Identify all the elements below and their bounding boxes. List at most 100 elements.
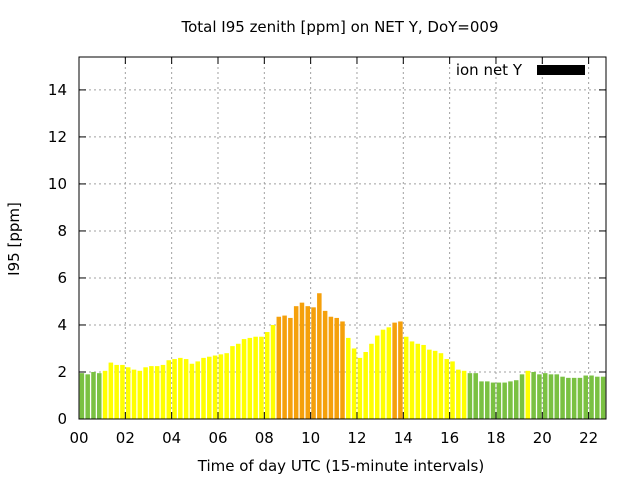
- bar: [560, 376, 565, 419]
- bar: [415, 343, 421, 419]
- bar: [351, 348, 357, 419]
- bar: [154, 366, 160, 419]
- bar: [485, 381, 490, 419]
- bar: [583, 375, 588, 419]
- bar: [195, 361, 200, 419]
- bar: [293, 306, 299, 419]
- bar: [264, 332, 270, 419]
- bar: [241, 339, 247, 419]
- bar: [502, 382, 507, 419]
- bar: [473, 373, 478, 419]
- x-tick-label: 20: [533, 429, 552, 447]
- bar: [571, 377, 577, 419]
- y-tick-label: 2: [57, 363, 67, 381]
- x-tick-label: 18: [486, 429, 505, 447]
- bar: [519, 374, 525, 419]
- bar: [513, 380, 519, 419]
- bar: [421, 344, 426, 419]
- bar: [566, 377, 571, 419]
- bar: [143, 367, 148, 419]
- x-tick-label: 06: [208, 429, 227, 447]
- bar: [282, 315, 287, 419]
- bar: [334, 317, 339, 419]
- bar: [149, 366, 154, 419]
- x-tick-label: 08: [255, 429, 274, 447]
- bar: [346, 337, 351, 419]
- bar: [125, 367, 131, 419]
- bar: [201, 357, 206, 419]
- bar: [340, 321, 345, 419]
- bar: [479, 381, 484, 419]
- bar: [409, 341, 415, 419]
- bar: [461, 370, 467, 419]
- bar: [218, 354, 224, 419]
- bar: [432, 350, 438, 419]
- bar: [398, 321, 403, 419]
- bar: [85, 374, 90, 419]
- bar: [183, 359, 189, 419]
- y-axis-label: I95 [ppm]: [5, 202, 23, 276]
- y-tick-label: 12: [48, 128, 67, 146]
- bar: [403, 336, 409, 419]
- bar: [392, 322, 397, 419]
- bar: [317, 293, 322, 419]
- bar: [137, 370, 143, 419]
- bar: [247, 337, 253, 419]
- bar: [467, 373, 473, 419]
- bar: [369, 343, 374, 419]
- chart-title: Total I95 zenith [ppm] on NET Y, DoY=009: [180, 18, 498, 36]
- y-tick-label: 6: [57, 269, 67, 287]
- bar: [207, 356, 212, 419]
- bar: [299, 302, 305, 419]
- bar: [259, 336, 264, 419]
- bar: [91, 371, 96, 419]
- bar: [490, 382, 496, 419]
- bar: [427, 349, 432, 419]
- bar: [577, 377, 583, 419]
- bar: [508, 381, 513, 419]
- bar: [363, 352, 368, 419]
- bar: [537, 374, 542, 419]
- bar: [374, 335, 380, 419]
- y-tick-label: 8: [57, 222, 67, 240]
- bar: [328, 316, 334, 419]
- bar: [322, 310, 328, 419]
- x-tick-label: 12: [347, 429, 366, 447]
- bar: [212, 355, 218, 419]
- x-axis-label: Time of day UTC (15-minute intervals): [197, 457, 484, 475]
- bar: [166, 360, 172, 419]
- bar: [357, 357, 363, 419]
- bar: [178, 357, 183, 419]
- plot-frame: [78, 56, 607, 420]
- bar: [131, 369, 137, 419]
- bar: [438, 353, 444, 419]
- bar: [120, 364, 125, 419]
- x-tick-label: 14: [394, 429, 413, 447]
- bar: [288, 317, 293, 419]
- legend-swatch: [537, 65, 585, 75]
- bar: [589, 375, 594, 419]
- bar: [253, 336, 258, 419]
- x-tick-label: 00: [69, 429, 88, 447]
- bar: [548, 374, 554, 419]
- bar: [276, 316, 282, 419]
- bar: [450, 361, 455, 419]
- bar: [386, 327, 392, 419]
- y-tick-label: 10: [48, 175, 67, 193]
- bar: [305, 306, 311, 419]
- bar: [108, 362, 114, 419]
- bar: [270, 324, 276, 419]
- bar: [554, 374, 560, 419]
- bar: [456, 369, 461, 419]
- bar: [102, 370, 108, 419]
- x-tick-label: 10: [301, 429, 320, 447]
- bar-series: [79, 293, 606, 419]
- x-tick-label: 16: [440, 429, 459, 447]
- bar: [224, 353, 229, 419]
- bar: [600, 376, 606, 419]
- bar: [542, 373, 548, 419]
- bar: [189, 363, 195, 419]
- x-tick-label: 04: [162, 429, 181, 447]
